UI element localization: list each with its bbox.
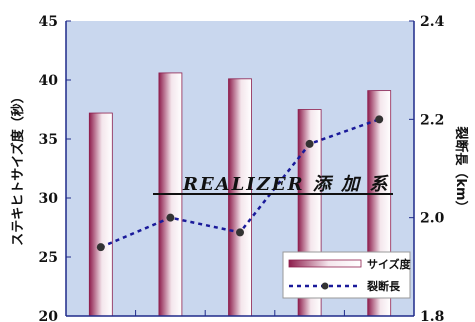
legend-label-bar: サイズ度 — [367, 257, 412, 271]
y-axis-left-label: ステキヒトサイズ度（秒） — [10, 90, 26, 246]
bar-1 — [88, 112, 113, 317]
y-axis-right-label: 裂断長（km） — [453, 125, 469, 213]
annotation: REALIZER 添 加 系 — [153, 174, 393, 195]
y-right-tick-label: 1.8 — [420, 309, 444, 322]
y-left-tick-label: 35 — [39, 132, 58, 148]
y-left-tick-label: 45 — [39, 14, 58, 30]
line-point-1 — [96, 243, 105, 252]
y-left-tick-label: 40 — [39, 73, 59, 89]
y-left-tick-label: 25 — [39, 250, 58, 266]
line-point-5 — [375, 115, 384, 124]
y-left-tick-label: 20 — [39, 309, 59, 322]
y-right-tick-label: 2.4 — [420, 14, 445, 30]
y-right-tick-label: 2.0 — [420, 211, 445, 227]
legend: サイズ度 裂断長 — [282, 251, 412, 299]
line-point-4 — [305, 139, 314, 148]
line-point-3 — [236, 228, 244, 237]
legend-label-line: 裂断長 — [366, 279, 401, 293]
legend-swatch-marker — [321, 282, 329, 290]
y-right-tick-label: 2.2 — [420, 112, 444, 128]
line-point-2 — [166, 213, 175, 222]
annotation-text: REALIZER 添 加 系 — [182, 174, 389, 195]
y-left-tick-label: 30 — [39, 191, 59, 207]
legend-swatch-bar — [288, 259, 362, 268]
bar-3 — [228, 78, 252, 317]
